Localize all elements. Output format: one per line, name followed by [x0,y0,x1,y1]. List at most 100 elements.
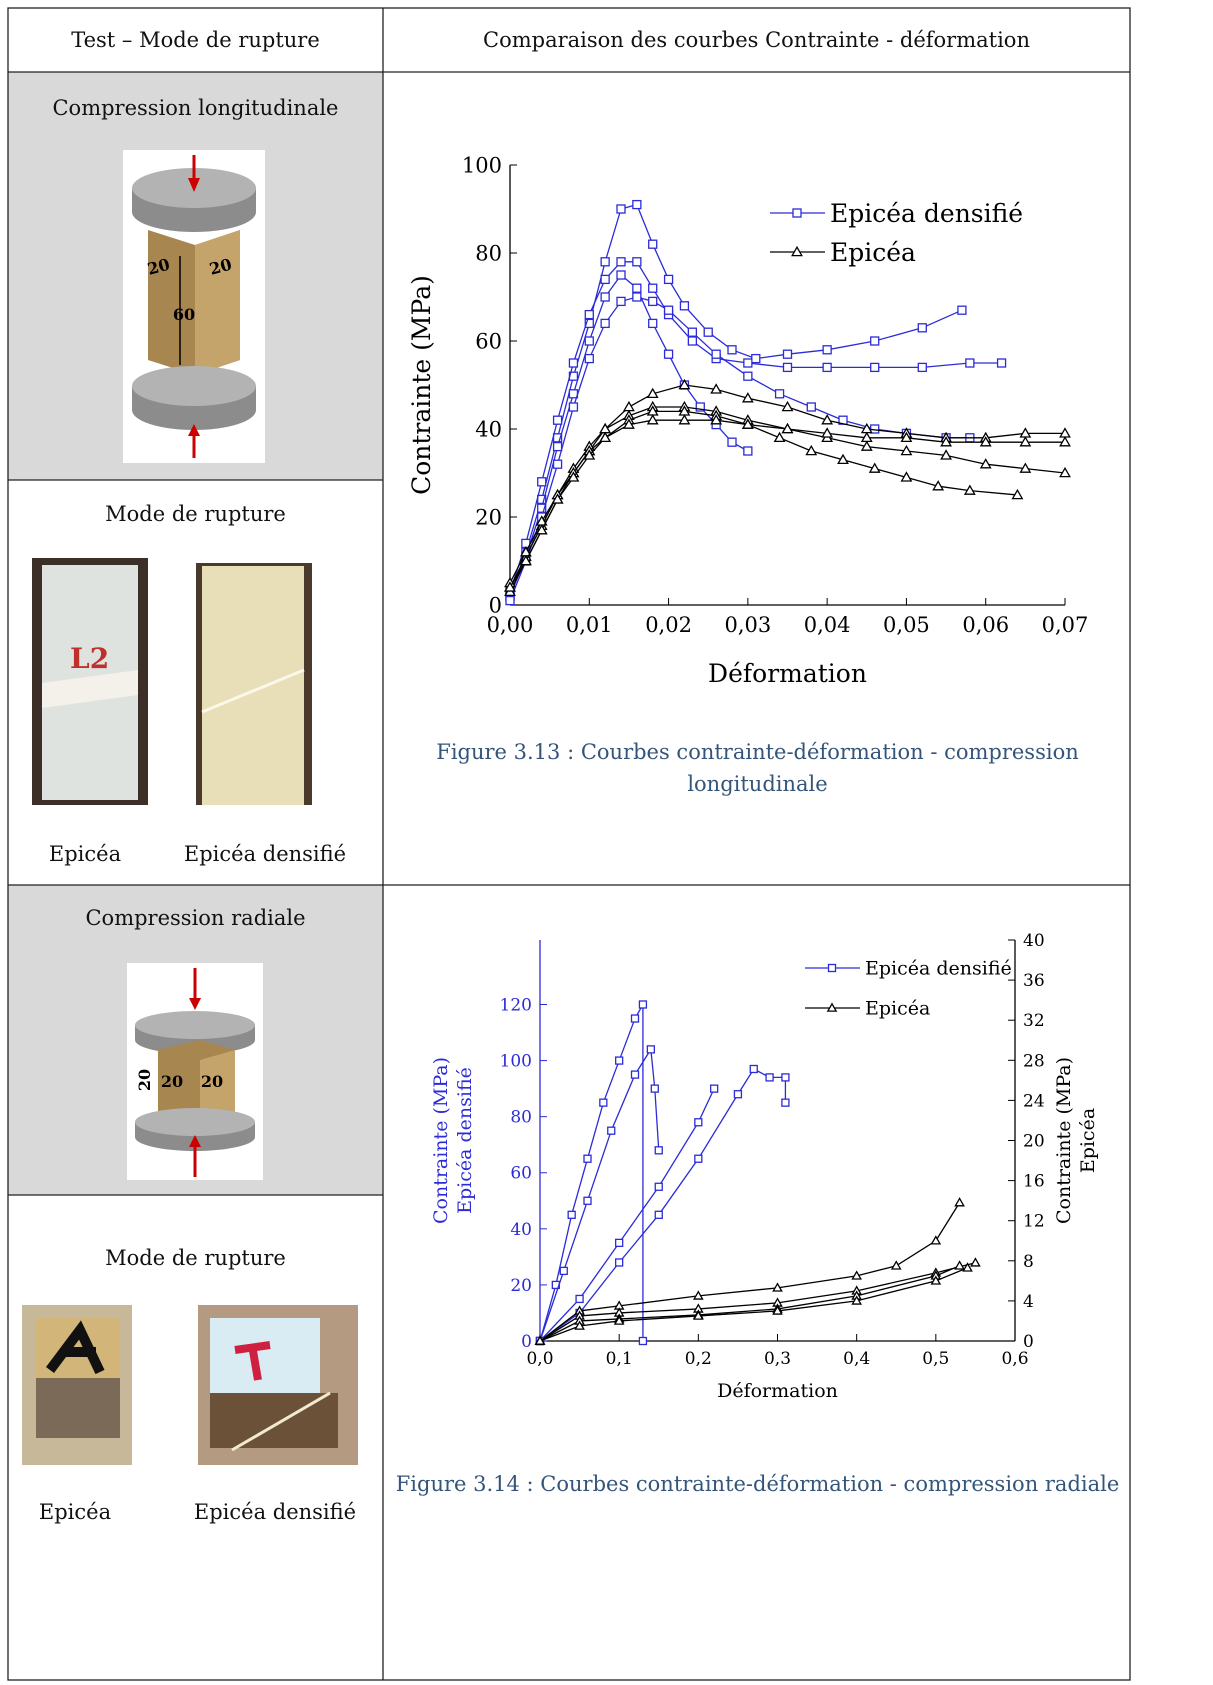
y-axis-label: Contrainte (MPa) [407,275,436,495]
curve [509,419,1065,588]
y-tick-label: 0 [489,593,502,617]
marker [821,427,834,438]
marker [583,449,596,460]
marker [552,441,563,452]
y2-tick-label: 8 [1023,1252,1034,1272]
marker [616,270,626,280]
x-tick-label: 0,05 [883,613,930,637]
curve [539,1265,960,1342]
marker [751,353,761,364]
y2-tick-label: 20 [1023,1131,1045,1151]
marker [630,1014,640,1023]
dimension-label: 20 [161,1072,183,1091]
marker [868,462,881,473]
marker [663,349,674,359]
y2-tick-label: 4 [1023,1292,1034,1312]
x-tick-label: 0,07 [1042,613,1089,637]
marker [963,484,976,495]
x-tick-label: 0,02 [645,613,692,637]
marker [615,1056,624,1065]
marker [930,1235,942,1245]
marker [782,362,793,373]
y2-tick-label: 28 [1023,1051,1045,1071]
curve [509,203,963,597]
marker [646,414,659,425]
marker [616,257,626,267]
header-cell: Comparaison des courbes Contrainte - déf… [483,28,1030,52]
marker [551,493,564,504]
curve [539,1267,968,1342]
y-tick-label: 80 [475,241,502,265]
marker [1059,466,1071,478]
marker [584,336,594,346]
specimen-photo [22,1305,132,1465]
marker [552,415,563,425]
marker [600,318,610,329]
x-tick-label: 0,00 [487,613,534,637]
specimen-photo [198,1305,358,1465]
y2-tick-label: 12 [1023,1212,1045,1232]
marker [613,1315,625,1325]
marker [792,208,802,218]
marker [574,1320,585,1330]
marker [772,1282,783,1292]
marker [965,358,975,368]
specimen-label: Epicéa [38,1500,112,1524]
x-tick-label: 0,1 [606,1349,633,1369]
marker [648,318,658,329]
marker [781,1098,790,1107]
mode-title: Mode de rupture [105,502,286,526]
marker [917,323,927,333]
specimen-photo [196,563,312,805]
x-axis-label: Déformation [708,659,867,688]
marker [772,1305,783,1315]
specimen-photo: L2 [32,558,148,805]
marker [703,327,713,337]
x-tick-label: 0,5 [922,1349,949,1369]
x-tick-label: 0,0 [526,1349,553,1369]
marker [774,389,785,399]
y-tick-label: 100 [462,153,502,177]
y-tick-label: 100 [500,1052,532,1072]
curve [509,274,749,597]
specimen-diagram [123,150,265,463]
test-name: Compression longitudinale [52,96,339,120]
marker [687,327,698,337]
marker [962,1262,973,1272]
curve [509,296,970,601]
marker [632,199,642,210]
marker [827,963,837,973]
marker [930,1275,942,1285]
y-axis-label: Epicéa densifié [454,1067,476,1214]
marker [679,301,690,311]
marker [663,305,674,315]
marker [1019,436,1032,447]
marker [599,1098,608,1107]
marker [623,418,635,429]
marker [743,446,753,456]
marker [648,296,658,307]
marker [646,387,659,399]
marker [568,402,579,412]
specimen-label: Epicéa densifié [183,842,347,866]
marker [822,345,832,355]
marker [559,1266,568,1276]
marker [710,383,723,394]
marker [773,431,786,443]
marker [567,1210,576,1219]
marker [1059,436,1071,447]
table-grid [7,7,1131,1681]
marker [826,1002,838,1012]
marker [860,440,873,451]
curve [539,1047,660,1342]
marker [568,358,579,368]
marker [654,1210,663,1219]
marker [583,1196,592,1205]
marker [870,362,880,373]
y2-tick-label: 24 [1023,1091,1045,1111]
mode-title: Mode de rupture [105,1246,286,1270]
marker [537,503,547,513]
marker [615,1238,624,1248]
marker [600,274,610,285]
marker [537,477,547,487]
